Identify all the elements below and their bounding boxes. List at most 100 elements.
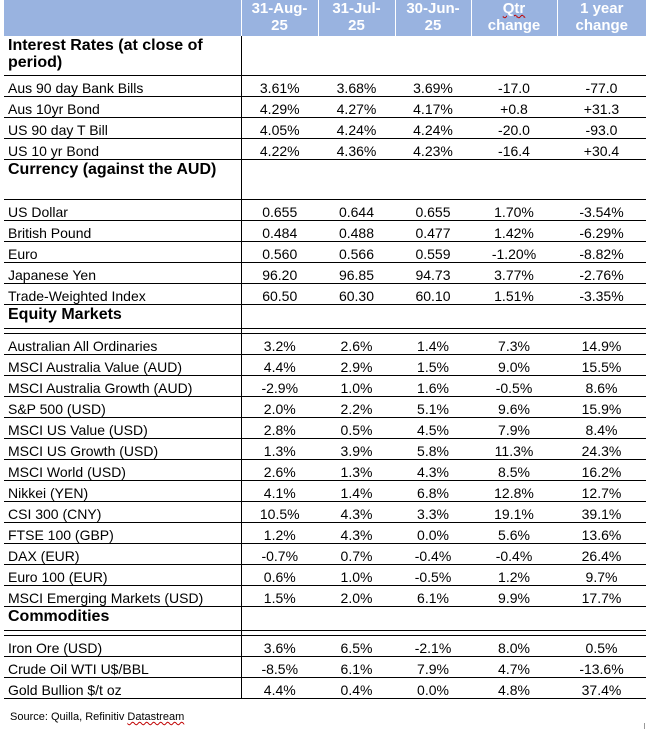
value-qtr-change: 3.77%	[471, 262, 557, 284]
value-31-jul: 0.644	[318, 199, 395, 221]
value-1-year-change: -3.54%	[557, 199, 646, 221]
row-label: Gold Bullion $/t oz	[4, 677, 242, 699]
table-row: British Pound 0.484 0.488 0.477 1.42% -6.29%	[4, 220, 646, 242]
value-31-jul: 2.2%	[318, 396, 395, 418]
value-31-aug: 4.4%	[241, 677, 318, 699]
table-row: S&P 500 (USD) 2.0% 2.2% 5.1% 9.6% 15.9%	[4, 396, 646, 418]
value-qtr-change: 1.2%	[471, 564, 557, 586]
value-31-aug: 3.6%	[241, 635, 318, 657]
value-qtr-change: +0.8	[471, 96, 557, 118]
value-qtr-change: 19.1%	[471, 501, 557, 523]
value-qtr-change: 1.70%	[471, 199, 557, 221]
section-title: Equity Markets	[4, 304, 242, 329]
value-qtr-change: 9.0%	[471, 354, 557, 376]
value-31-jul: 96.85	[318, 262, 395, 284]
value-1-year-change: -77.0	[557, 75, 646, 97]
value-1-year-change: -8.82%	[557, 241, 646, 263]
value-30-jun: 3.3%	[395, 501, 471, 523]
value-qtr-change: 4.7%	[471, 656, 557, 678]
table-row: US 90 day T Bill 4.05% 4.24% 4.24% -20.0 -93.…	[4, 117, 646, 139]
value-31-jul: 2.6%	[318, 333, 395, 355]
section-header-filler	[241, 36, 646, 76]
row-label: MSCI US Growth (USD)	[4, 438, 242, 460]
value-30-jun: 5.1%	[395, 396, 471, 418]
value-1-year-change: 17.7%	[557, 585, 646, 607]
table-row: FTSE 100 (GBP) 1.2% 4.3% 0.0% 5.6% 13.6%	[4, 522, 646, 544]
header-31-jul: 31-Jul- 25	[317, 0, 395, 36]
value-qtr-change: 1.51%	[471, 283, 557, 305]
value-31-jul: 60.30	[318, 283, 395, 305]
row-label: Nikkei (YEN)	[4, 480, 242, 502]
value-qtr-change: -16.4	[471, 138, 557, 160]
section-title: Interest Rates (at close of period)	[4, 36, 242, 76]
table-row: Iron Ore (USD) 3.6% 6.5% -2.1% 8.0% 0.5%	[4, 635, 646, 657]
gap-cell	[4, 328, 242, 334]
value-1-year-change: 12.7%	[557, 480, 646, 502]
row-label: US Dollar	[4, 199, 242, 221]
row-label: S&P 500 (USD)	[4, 396, 242, 418]
table-row: MSCI World (USD) 2.6% 1.3% 4.3% 8.5% 16.2%	[4, 459, 646, 481]
value-30-jun: 4.3%	[395, 459, 471, 481]
value-31-aug: 0.484	[241, 220, 318, 242]
value-31-aug: 2.6%	[241, 459, 318, 481]
value-31-jul: 4.3%	[318, 522, 395, 544]
table-header: 31-Aug- 25 31-Jul- 25 30-Jun- 25 Qtr cha…	[4, 0, 646, 36]
value-qtr-change: 4.8%	[471, 677, 557, 699]
value-1-year-change: -6.29%	[557, 220, 646, 242]
value-31-jul: 0.488	[318, 220, 395, 242]
row-label: Euro	[4, 241, 242, 263]
value-30-jun: 6.1%	[395, 585, 471, 607]
row-label: MSCI Emerging Markets (USD)	[4, 585, 242, 607]
value-qtr-change: 11.3%	[471, 438, 557, 460]
table-row: US Dollar 0.655 0.644 0.655 1.70% -3.54%	[4, 199, 646, 221]
value-1-year-change: -3.35%	[557, 283, 646, 305]
value-30-jun: 7.9%	[395, 656, 471, 678]
value-qtr-change: -1.20%	[471, 241, 557, 263]
header-qtr-change: Qtr change	[470, 0, 557, 36]
value-31-jul: 0.4%	[318, 677, 395, 699]
qtr-spellcheck-word: Qtr	[502, 0, 526, 17]
row-label: Euro 100 (EUR)	[4, 564, 242, 586]
table-row: Trade-Weighted Index 60.50 60.30 60.10 1.51%…	[4, 283, 646, 305]
value-31-aug: 3.2%	[241, 333, 318, 355]
value-qtr-change: -20.0	[471, 117, 557, 139]
row-label: US 10 yr Bond	[4, 138, 242, 160]
table-row: US 10 yr Bond 4.22% 4.36% 4.23% -16.4 +30.4	[4, 138, 646, 160]
value-30-jun: 4.17%	[395, 96, 471, 118]
value-31-jul: 4.24%	[318, 117, 395, 139]
row-label: British Pound	[4, 220, 242, 242]
value-31-aug: 4.05%	[241, 117, 318, 139]
table-row: CSI 300 (CNY) 10.5% 4.3% 3.3% 19.1% 39.1%	[4, 501, 646, 523]
value-31-aug: 0.655	[241, 199, 318, 221]
value-1-year-change: 9.7%	[557, 564, 646, 586]
table-row: MSCI Australia Growth (AUD) -2.9% 1.0% 1.6%…	[4, 375, 646, 397]
value-31-aug: 96.20	[241, 262, 318, 284]
value-31-jul: 4.3%	[318, 501, 395, 523]
market-summary-table: 31-Aug- 25 31-Jul- 25 30-Jun- 25 Qtr cha…	[4, 0, 646, 699]
value-30-jun: 4.23%	[395, 138, 471, 160]
header-1-year-change: 1 year change	[556, 0, 646, 36]
table-row: Japanese Yen 96.20 96.85 94.73 3.77% -2.76%	[4, 262, 646, 284]
table-row: MSCI US Value (USD) 2.8% 0.5% 4.5% 7.9% 8.4%	[4, 417, 646, 439]
value-31-jul: 0.5%	[318, 417, 395, 439]
value-30-jun: 4.24%	[395, 117, 471, 139]
value-1-year-change: 8.6%	[557, 375, 646, 397]
value-31-aug: 10.5%	[241, 501, 318, 523]
value-31-aug: 4.22%	[241, 138, 318, 160]
value-31-jul: 4.27%	[318, 96, 395, 118]
value-30-jun: 3.69%	[395, 75, 471, 97]
value-30-jun: 0.559	[395, 241, 471, 263]
value-30-jun: 0.0%	[395, 677, 471, 699]
table-row: Crude Oil WTI U$/BBL -8.5% 6.1% 7.9% 4.7% -13…	[4, 656, 646, 678]
value-31-aug: -2.9%	[241, 375, 318, 397]
value-1-year-change: -93.0	[557, 117, 646, 139]
value-1-year-change: 16.2%	[557, 459, 646, 481]
value-30-jun: 1.4%	[395, 333, 471, 355]
value-30-jun: 1.5%	[395, 354, 471, 376]
section-gap-row	[4, 630, 646, 636]
value-31-jul: 1.0%	[318, 375, 395, 397]
value-31-aug: 1.2%	[241, 522, 318, 544]
value-31-aug: -8.5%	[241, 656, 318, 678]
row-label: MSCI Australia Value (AUD)	[4, 354, 242, 376]
header-row: 31-Aug- 25 31-Jul- 25 30-Jun- 25 Qtr cha…	[4, 0, 646, 36]
